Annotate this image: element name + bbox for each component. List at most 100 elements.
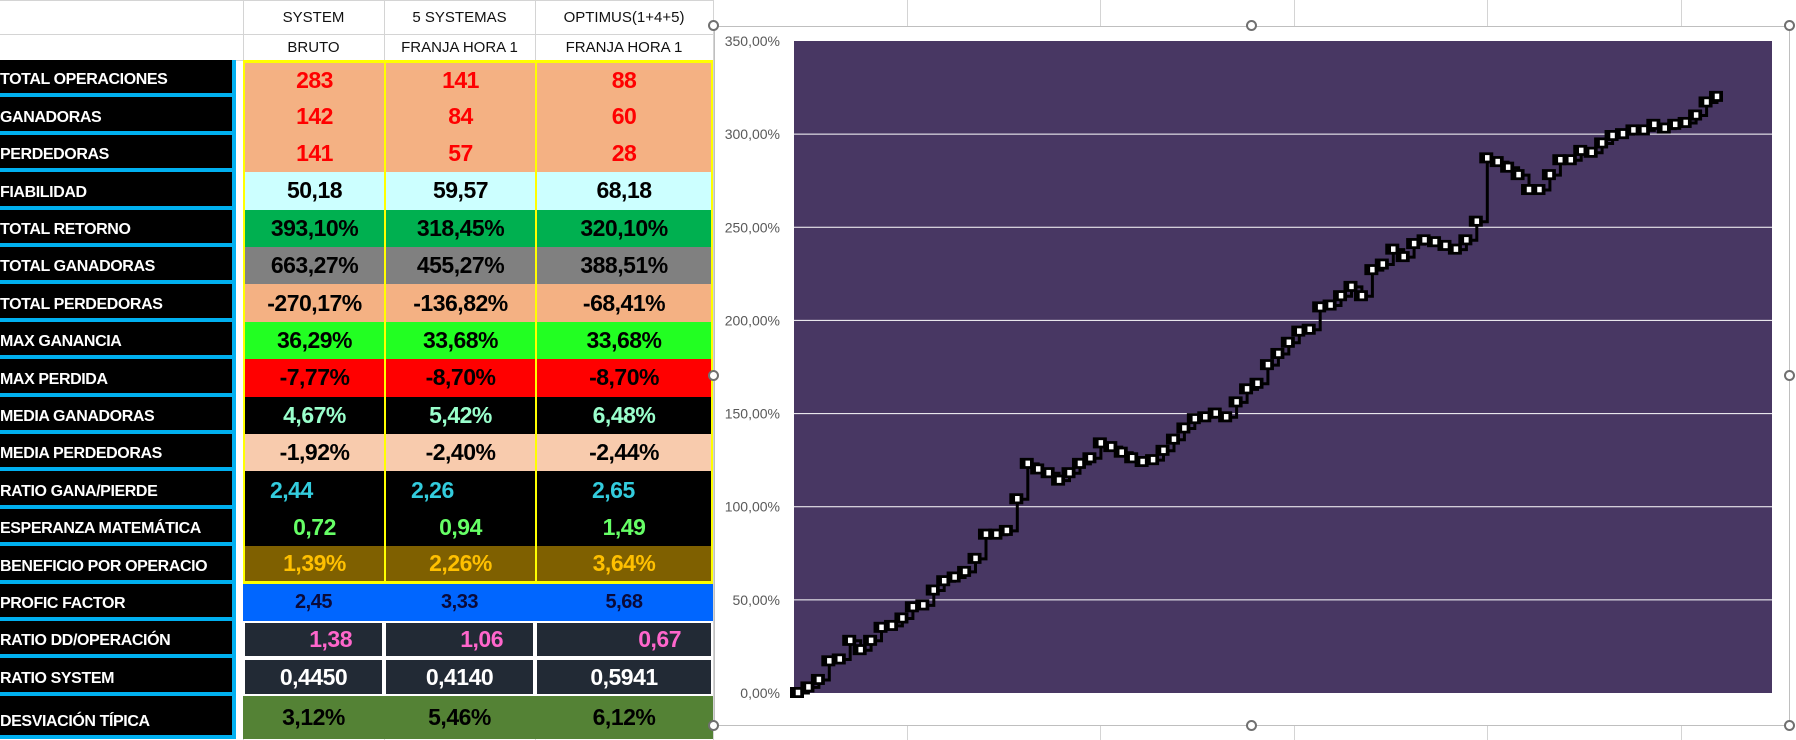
data-marker: [1128, 453, 1136, 463]
resize-handle[interactable]: [1784, 720, 1795, 731]
data-marker: [919, 600, 928, 610]
resize-handle[interactable]: [1246, 720, 1257, 731]
data-marker: [1201, 412, 1210, 422]
plot-area: [794, 41, 1772, 693]
data-marker: [1567, 155, 1575, 164]
data-marker: [971, 554, 980, 563]
data-marker: [1640, 125, 1648, 135]
row-value: 393,10%: [243, 209, 384, 247]
row-value: 0,67: [535, 621, 713, 659]
data-marker: [1086, 453, 1095, 463]
data-marker: [1546, 170, 1554, 179]
header-5-systemas: 5 SYSTEMAS: [412, 9, 507, 26]
data-marker: [1598, 138, 1606, 148]
data-marker: [1514, 170, 1523, 179]
row-label: TOTAL OPERACIONES: [0, 60, 236, 98]
data-marker: [1159, 446, 1168, 455]
resize-handle[interactable]: [1784, 20, 1795, 31]
row-label: PROFIC FACTOR: [0, 583, 236, 621]
row-value: 50,18: [243, 172, 384, 210]
data-marker: [1587, 148, 1596, 157]
row-label: PERDEDORAS: [0, 134, 236, 173]
row-value: 2,26%: [384, 546, 535, 584]
row-value: 2,65: [535, 471, 713, 509]
data-marker: [1243, 384, 1251, 394]
row-label: MEDIA GANADORAS: [0, 396, 236, 434]
row-value: 141: [384, 60, 535, 98]
row-value: 36,29%: [243, 321, 384, 360]
data-marker: [1285, 338, 1293, 347]
data-marker: [909, 602, 917, 612]
row-value: 5,46%: [384, 695, 535, 740]
row-value: -2,44%: [535, 434, 713, 472]
grid-line: [0, 0, 713, 1]
data-marker: [1608, 131, 1617, 140]
header-system: SYSTEM: [282, 9, 345, 26]
resize-handle[interactable]: [1784, 370, 1795, 381]
data-marker: [846, 636, 854, 645]
data-marker: [1138, 457, 1147, 466]
row-value: 455,27%: [384, 247, 535, 285]
data-marker: [1504, 162, 1512, 172]
header-franja-1: FRANJA HORA 1: [401, 39, 518, 56]
data-marker: [1410, 239, 1418, 248]
row-value: -1,92%: [243, 434, 384, 472]
row-label: RATIO DD/OPERACIÓN: [0, 621, 236, 659]
row-value: 2,45: [243, 583, 384, 621]
data-marker: [898, 613, 907, 623]
data-marker: [1107, 442, 1116, 451]
row-label: DESVIACIÓN TÍPICA: [0, 695, 236, 740]
row-value: 141: [243, 134, 384, 173]
data-marker: [1337, 291, 1345, 300]
data-marker: [1055, 475, 1063, 485]
row-label: TOTAL RETORNO: [0, 209, 236, 247]
row-value: 663,27%: [243, 247, 384, 285]
data-marker: [1065, 468, 1074, 477]
data-marker: [1274, 349, 1283, 358]
data-marker: [1316, 302, 1324, 312]
data-marker: [1525, 185, 1533, 194]
data-marker: [1358, 291, 1366, 300]
data-marker: [1535, 185, 1544, 194]
row-value: 0,94: [384, 508, 535, 547]
data-marker: [1076, 459, 1084, 468]
resize-handle[interactable]: [708, 720, 719, 731]
row-label: TOTAL PERDEDORAS: [0, 284, 236, 322]
resize-handle[interactable]: [708, 370, 719, 381]
data-marker: [1044, 468, 1053, 477]
row-value: 60: [535, 97, 713, 135]
data-marker: [982, 529, 990, 539]
row-value: 283: [243, 60, 384, 98]
data-marker: [888, 621, 896, 630]
data-marker: [1368, 265, 1377, 274]
row-label: RATIO GANA/PIERDE: [0, 471, 236, 509]
resize-handle[interactable]: [708, 20, 719, 31]
data-marker: [1347, 282, 1356, 291]
row-label: ESPERANZA MATEMÁTICA: [0, 508, 236, 547]
row-value: 142: [243, 97, 384, 135]
data-marker: [825, 656, 834, 666]
row-value: 320,10%: [535, 209, 713, 247]
data-marker: [1462, 235, 1471, 245]
data-marker: [1305, 324, 1314, 334]
data-marker: [877, 623, 886, 632]
y-tick-label: 250,00%: [725, 219, 780, 235]
row-value: 0,4140: [384, 658, 535, 696]
data-marker: [1441, 241, 1450, 250]
data-marker: [1034, 464, 1042, 474]
row-value: 1,49: [535, 508, 713, 547]
row-value: 33,68%: [535, 321, 713, 360]
data-marker: [1117, 447, 1126, 457]
data-marker: [1379, 259, 1387, 269]
resize-handle[interactable]: [1246, 20, 1257, 31]
row-value: 6,12%: [535, 695, 713, 740]
row-value: 88: [535, 60, 713, 98]
row-value: 388,51%: [535, 247, 713, 285]
row-label: TOTAL GANADORAS: [0, 247, 236, 285]
row-value: -8,70%: [384, 359, 535, 397]
data-marker: [1619, 129, 1627, 138]
header-bruto: BRUTO: [287, 39, 340, 56]
data-marker: [1681, 118, 1690, 127]
row-value: 3,33: [384, 583, 535, 621]
data-marker: [1389, 244, 1398, 254]
